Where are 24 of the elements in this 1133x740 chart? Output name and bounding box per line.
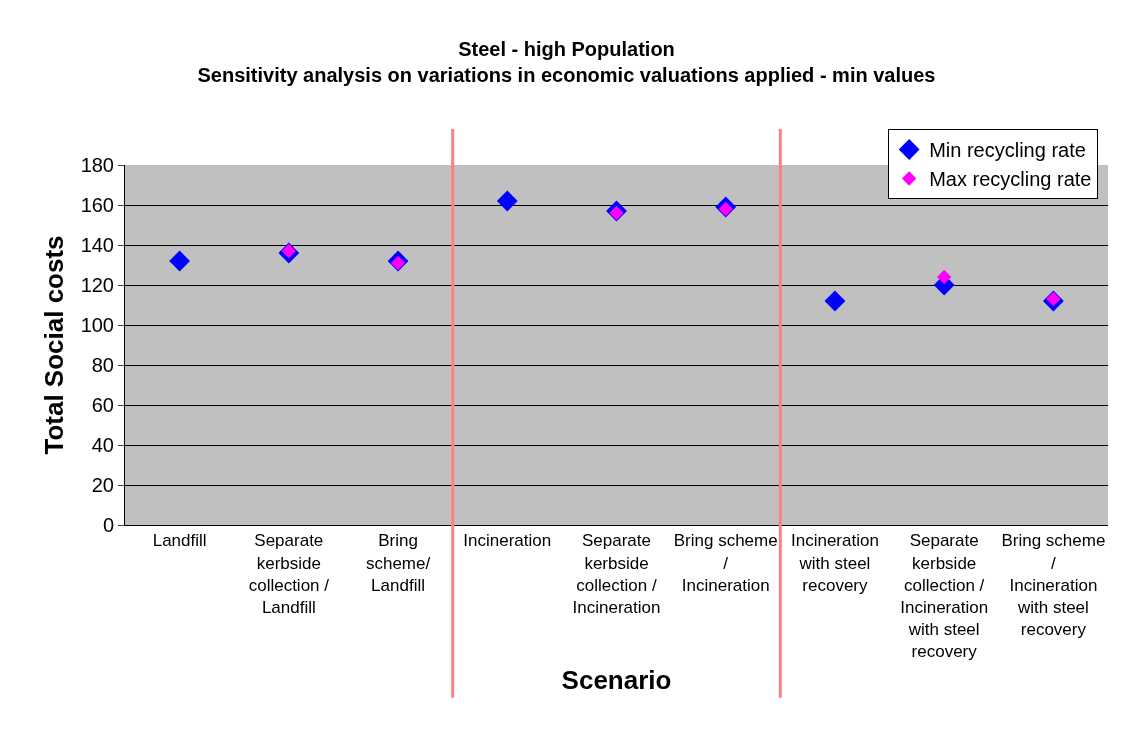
x-tick-label: Incineration <box>463 531 552 551</box>
y-tick-label: 100 <box>80 314 114 336</box>
legend-label: Min recycling rate <box>929 139 1086 162</box>
x-axis-title: Scenario <box>561 664 672 695</box>
y-tick-label: 120 <box>80 274 114 296</box>
y-tick-label: 140 <box>80 234 114 256</box>
y-tick-label: 180 <box>80 154 114 176</box>
y-tick-label: 60 <box>91 394 114 416</box>
y-tick-label: 0 <box>102 514 114 536</box>
x-tick-label: Landfill <box>152 531 207 551</box>
legend-label: Max recycling rate <box>929 168 1092 191</box>
y-tick-label: 80 <box>91 354 114 376</box>
y-tick-label: 160 <box>80 194 114 216</box>
x-tick-label: Incineration with steel recovery <box>790 531 879 595</box>
y-axis-title: Total Social costs <box>39 235 69 455</box>
y-tick-label: 20 <box>91 474 114 496</box>
x-tick-label: Separate kerbside collection / Landfill <box>248 531 330 617</box>
x-tick-label: Separate kerbside collection / Incineration <box>572 531 661 617</box>
x-tick-label: Bring scheme / Incineration <box>673 531 778 595</box>
x-tick-label: Bring scheme / Incineration with steel recovery <box>1001 531 1106 639</box>
x-tick-label: Separate kerbside collection / Incineration with steel recovery <box>900 531 989 661</box>
chart-title: Steel - high Population Sensitivity analysis on variations in economic valuations applied - min values <box>197 37 936 86</box>
y-tick-label: 40 <box>91 434 114 456</box>
x-tick-label: Bring scheme/ Landfill <box>365 531 431 595</box>
